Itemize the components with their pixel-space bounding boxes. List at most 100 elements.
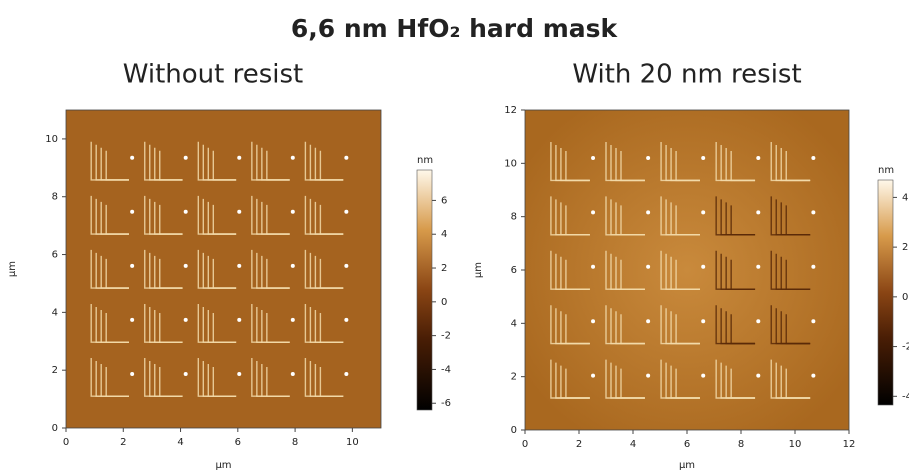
x-tick-label: 4 [177,437,183,448]
particle [344,318,348,322]
particle [291,156,295,160]
y-tick-label: 6 [52,250,58,261]
y-tick-label: 4 [511,318,517,329]
colorbar-tick-label: -2 [902,342,909,353]
particle [701,210,705,214]
particle [291,264,295,268]
particle [184,264,188,268]
x-axis-label: µm [215,460,231,471]
particle [184,210,188,214]
x-tick-label: 6 [684,439,690,450]
particle [811,265,815,269]
particle [184,318,188,322]
colorbar [417,170,432,410]
particle [756,319,760,323]
y-tick-label: 12 [504,105,517,116]
x-axis-label: µm [679,460,695,471]
x-tick-label: 10 [346,437,359,448]
colorbar-label: nm [878,165,894,176]
particle [130,156,134,160]
particle [130,318,134,322]
colorbar-tick-label: 2 [441,263,447,274]
particle [811,374,815,378]
particle [591,374,595,378]
colorbar-tick-label: -4 [902,391,909,402]
colorbar-tick-label: 2 [902,242,908,253]
particle [591,319,595,323]
particle [646,319,650,323]
colorbar-tick-label: 4 [902,192,908,203]
particle [701,319,705,323]
particle [237,318,241,322]
particle [291,372,295,376]
particle [591,265,595,269]
particle [344,264,348,268]
particle [184,372,188,376]
afm-image [525,110,849,430]
particle [130,264,134,268]
particle [237,372,241,376]
y-tick-label: 10 [45,134,58,145]
particle [130,210,134,214]
x-tick-label: 8 [738,439,744,450]
x-tick-label: 2 [576,439,582,450]
particle [811,319,815,323]
particle [646,210,650,214]
particle [291,318,295,322]
colorbar-tick-label: 0 [902,292,908,303]
colorbar-label: nm [417,155,433,166]
colorbar-tick-label: -6 [441,398,451,409]
particle [756,210,760,214]
colorbar [878,180,893,405]
y-tick-label: 4 [52,307,58,318]
y-axis-label: µm [473,262,484,278]
particle [130,372,134,376]
y-tick-label: 2 [511,372,517,383]
particle [646,265,650,269]
particle [237,210,241,214]
particle [646,156,650,160]
particle [646,374,650,378]
particle [591,210,595,214]
panel-title: With 20 nm resist [572,60,801,90]
particle [756,374,760,378]
particle [344,372,348,376]
particle [291,210,295,214]
colorbar-tick-label: 0 [441,297,447,308]
particle [591,156,595,160]
x-tick-label: 4 [630,439,636,450]
y-tick-label: 0 [52,423,58,434]
x-tick-label: 2 [120,437,126,448]
x-tick-label: 8 [292,437,298,448]
y-tick-label: 10 [504,158,517,169]
particle [701,265,705,269]
x-tick-label: 6 [235,437,241,448]
colorbar-tick-label: -2 [441,331,451,342]
particle [237,264,241,268]
panel-title: Without resist [123,60,304,90]
x-tick-label: 0 [522,439,528,450]
particle [811,156,815,160]
particle [237,156,241,160]
particle [811,210,815,214]
y-tick-label: 6 [511,265,517,276]
y-tick-label: 2 [52,365,58,376]
x-tick-label: 0 [63,437,69,448]
afm-image [66,110,381,428]
y-tick-label: 8 [511,212,517,223]
particle [756,265,760,269]
figure-title: 6,6 nm HfO₂ hard mask [291,14,619,43]
particle [701,156,705,160]
particle [344,156,348,160]
particle [184,156,188,160]
particle [701,374,705,378]
y-tick-label: 8 [52,192,58,203]
x-tick-label: 12 [843,439,856,450]
colorbar-tick-label: 4 [441,229,447,240]
y-tick-label: 0 [511,425,517,436]
y-axis-label: µm [7,261,18,277]
figure: 6,6 nm HfO₂ hard mask Without resist 0 2 4 6… [0,0,909,472]
particle [344,210,348,214]
colorbar-tick-label: -4 [441,364,451,375]
particle [756,156,760,160]
